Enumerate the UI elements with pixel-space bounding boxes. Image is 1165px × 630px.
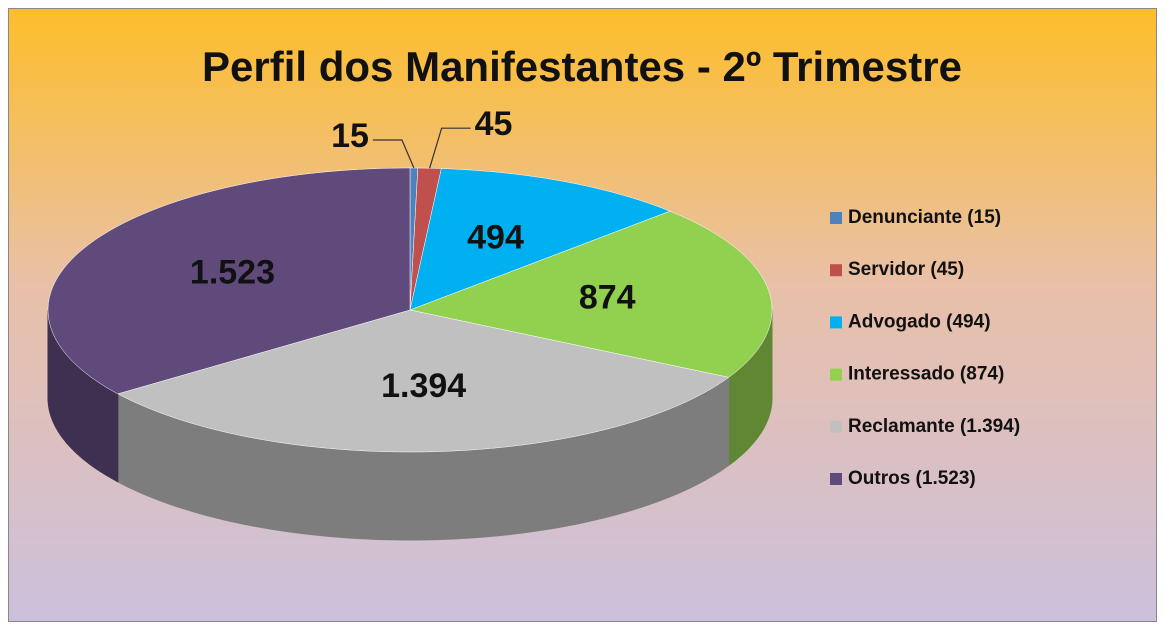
slice xyxy=(409,168,671,311)
legend-label: Reclamante (1.394) xyxy=(848,416,1020,437)
leader-line xyxy=(429,127,471,169)
legend-label: Interessado (874) xyxy=(848,364,1004,385)
legend-label: Outros (1.523) xyxy=(848,468,976,489)
legend-swatch xyxy=(830,264,842,277)
legend-swatch xyxy=(830,316,842,329)
data-label: 874 xyxy=(579,278,636,316)
leader-line xyxy=(372,139,415,169)
slice xyxy=(409,210,773,378)
legend-swatch xyxy=(830,420,842,433)
legend-swatch xyxy=(830,368,842,381)
data-label: 45 xyxy=(475,105,513,143)
legend-label: Servidor (45) xyxy=(848,259,964,280)
legend-swatch xyxy=(830,473,842,485)
data-label: 1.394 xyxy=(381,367,466,405)
legend-label: Advogado (494) xyxy=(848,311,991,332)
data-label: 494 xyxy=(467,218,524,256)
data-label: 1.523 xyxy=(190,254,275,292)
slice xyxy=(47,167,411,395)
chart-title: Perfil dos Manifestantes - 2º Trimestre xyxy=(202,43,962,90)
data-label: 15 xyxy=(331,117,369,155)
legend-label: Denunciante (15) xyxy=(848,207,1001,228)
slice xyxy=(117,309,730,453)
legend-swatch xyxy=(830,212,842,224)
